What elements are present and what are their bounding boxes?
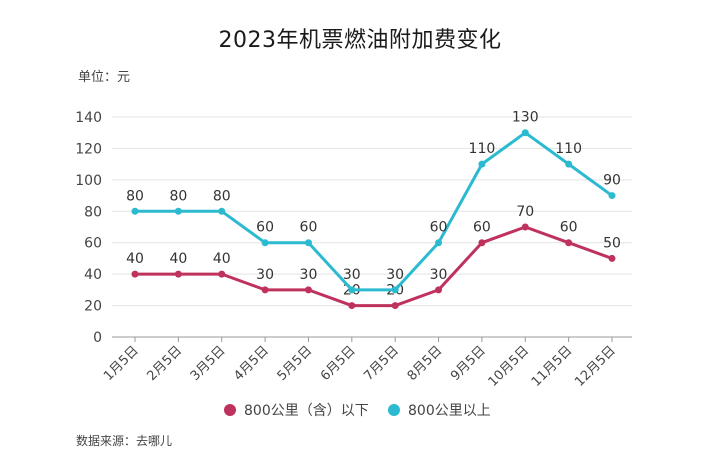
y-tick-label: 0 [93,330,102,346]
data-point-2 [391,286,399,294]
source-label: 数据来源：去哪儿 [76,434,173,448]
data-label-2: 80 [169,188,187,204]
data-point-1 [521,223,529,231]
x-tick-label: 10月5日 [486,343,533,390]
data-point-2 [435,239,443,247]
data-point-1 [304,286,312,294]
data-label-1: 40 [169,251,187,267]
data-label-2: 60 [256,220,274,236]
data-point-1 [391,302,399,310]
legend-marker-2 [388,404,400,416]
data-point-2 [348,286,356,294]
y-tick-label: 20 [84,299,102,315]
x-tick-label: 8月5日 [405,343,446,384]
series-line-2 [135,131,613,292]
data-label-2: 60 [300,220,318,236]
data-label-2: 30 [386,267,404,283]
x-tick-label: 1月5日 [101,343,142,384]
x-tick-label: 3月5日 [188,343,229,384]
data-label-2: 130 [512,110,539,126]
data-point-2 [608,192,616,200]
data-point-1 [174,270,182,278]
y-tick-label: 100 [75,173,102,189]
x-tick-label: 11月5日 [529,343,576,390]
data-point-2 [478,160,486,168]
data-label-1: 30 [300,267,318,283]
x-tick-label: 9月5日 [448,343,489,384]
data-label-2: 60 [430,220,448,236]
data-point-2 [261,239,269,247]
data-label-1: 70 [516,204,534,220]
data-point-1 [131,270,139,278]
x-tick-label: 12月5日 [572,343,619,390]
data-label-2: 110 [555,141,582,157]
data-point-2 [304,239,312,247]
data-point-1 [435,286,443,294]
y-tick-label: 80 [84,204,102,220]
data-point-1 [565,239,573,247]
y-tick-label: 60 [84,236,102,252]
y-tick-label: 120 [75,141,102,157]
x-tick-label: 4月5日 [231,343,272,384]
data-point-2 [218,207,226,215]
data-label-1: 40 [126,251,144,267]
legend-marker-1 [224,404,236,416]
x-tick-label: 6月5日 [318,343,359,384]
legend-label-1: 800公里（含）以下 [244,403,369,419]
data-label-2: 30 [343,267,361,283]
data-point-1 [478,239,486,247]
series-line-1 [135,225,613,308]
y-tick-label: 40 [84,267,102,283]
data-label-1: 60 [560,220,578,236]
data-point-2 [565,160,573,168]
x-tick-label: 2月5日 [145,343,186,384]
data-point-1 [348,302,356,310]
x-tick-label: 5月5日 [275,343,316,384]
data-point-1 [261,286,269,294]
data-point-2 [521,129,529,137]
data-label-1: 50 [603,235,621,251]
data-point-1 [218,270,226,278]
data-label-2: 80 [213,188,231,204]
y-tick-label: 140 [75,110,102,126]
data-label-2: 90 [603,173,621,189]
data-label-1: 60 [473,220,491,236]
data-point-1 [608,254,616,262]
data-point-2 [131,207,139,215]
data-label-2: 110 [469,141,496,157]
chart-title: 2023年机票燃油附加费变化 [218,28,502,53]
unit-label: 单位：元 [78,70,131,85]
data-label-2: 80 [126,188,144,204]
x-tick-label: 7月5日 [361,343,402,384]
data-label-1: 30 [430,267,448,283]
data-point-2 [174,207,182,215]
data-label-1: 40 [213,251,231,267]
data-label-1: 30 [256,267,274,283]
legend-label-2: 800公里以上 [408,403,491,419]
